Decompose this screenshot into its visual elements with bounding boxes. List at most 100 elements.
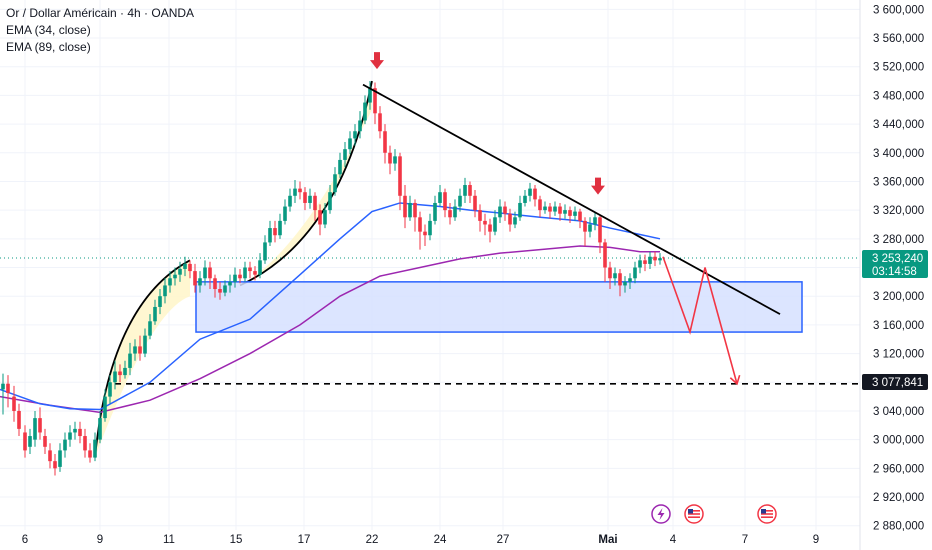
candle-body [283, 206, 287, 221]
candle-body [413, 202, 417, 218]
x-tick-label: 7 [742, 534, 748, 546]
candle-body [473, 195, 477, 211]
candlestick-series [1, 81, 662, 476]
candle [83, 428, 87, 458]
candle [628, 273, 632, 290]
candle [28, 428, 32, 454]
candle-body [318, 210, 322, 225]
candle-body [17, 410, 21, 429]
countdown-value: 03:14:58 [872, 266, 917, 278]
candle-body [538, 199, 542, 211]
candle [443, 188, 447, 218]
candle-body [548, 206, 552, 212]
y-tick-label: 2 920,000 [873, 492, 924, 504]
candle-body [118, 371, 122, 376]
candle [12, 385, 16, 422]
candle-body [1, 383, 5, 390]
candle-body [648, 256, 652, 264]
candle-body [358, 120, 362, 132]
candle [138, 335, 142, 361]
candle [193, 263, 197, 293]
candle [198, 271, 202, 293]
lightning-event-icon[interactable] [651, 504, 671, 524]
support-zone [195, 281, 803, 333]
candle-body [243, 267, 247, 279]
candle [303, 187, 307, 211]
candle-body [448, 210, 452, 218]
symbol-title[interactable]: Or / Dollar Américain · 4h · OANDA [6, 6, 195, 20]
candle [98, 410, 102, 444]
candle-body [6, 383, 10, 394]
x-tick-label: 9 [97, 534, 103, 546]
candle-body [443, 192, 447, 211]
support-level-badge: 3 077,841 [862, 374, 928, 390]
candle [48, 443, 52, 469]
candle [598, 215, 602, 254]
x-tick-label: 6 [22, 534, 28, 546]
candle-body [423, 231, 427, 236]
y-tick-label: 3 360,000 [873, 176, 924, 188]
candle-body [643, 260, 647, 264]
candle-body [628, 278, 632, 282]
y-tick-label: 3 320,000 [873, 205, 924, 217]
candle-body [513, 217, 517, 225]
y-tick-label: 3 400,000 [873, 148, 924, 160]
candle [383, 124, 387, 164]
candle-body [498, 206, 502, 218]
candle-body [293, 188, 297, 196]
candle [528, 182, 532, 202]
candle-body [68, 432, 72, 440]
candle-body [208, 267, 212, 279]
candle-body [158, 296, 162, 307]
candle-body [608, 267, 612, 279]
candle [253, 266, 257, 281]
candle-body [403, 195, 407, 218]
x-tick-label: 15 [230, 534, 243, 546]
candle [463, 177, 467, 203]
ema34-legend[interactable]: EMA (34, close) [6, 23, 91, 37]
candle [428, 213, 432, 241]
candle-body [138, 346, 142, 354]
candle-body [503, 206, 507, 214]
candle-body [203, 267, 207, 279]
candle [548, 202, 552, 219]
candle [523, 190, 527, 207]
candle-body [113, 371, 117, 383]
candle-body [638, 260, 642, 268]
candle-body [213, 278, 217, 290]
candle [508, 208, 512, 232]
x-tick-label: 22 [366, 534, 379, 546]
candle-body [268, 228, 272, 243]
candle [393, 149, 397, 171]
candle-body [428, 220, 432, 236]
curve-fill-1 [95, 260, 190, 458]
projection-arrowhead [729, 374, 741, 386]
candle-body [348, 138, 352, 150]
candle [153, 299, 157, 325]
candle [433, 195, 437, 225]
us-flag-event-icon[interactable] [757, 504, 777, 524]
candle [503, 201, 507, 221]
candle [73, 421, 77, 440]
candle [133, 339, 137, 361]
candle [343, 142, 347, 168]
candle-body [478, 210, 482, 221]
time-axis[interactable]: 6 9 11 15 17 22 24 27 Mai 4 7 9 [22, 534, 819, 546]
candle [118, 364, 122, 383]
x-tick-label: 9 [813, 534, 819, 546]
candle-body [488, 224, 492, 232]
candle [188, 260, 192, 279]
candle-body [178, 268, 182, 275]
candle [578, 208, 582, 229]
candle-body [468, 185, 472, 196]
candle-body [323, 210, 327, 225]
down-arrow [370, 52, 384, 70]
candle [323, 202, 327, 229]
candle [123, 360, 127, 379]
us-flag-event-icon[interactable] [684, 504, 704, 524]
candle-body [483, 220, 487, 225]
candle [423, 224, 427, 246]
candle [338, 152, 342, 178]
ema89-legend[interactable]: EMA (89, close) [6, 40, 91, 54]
